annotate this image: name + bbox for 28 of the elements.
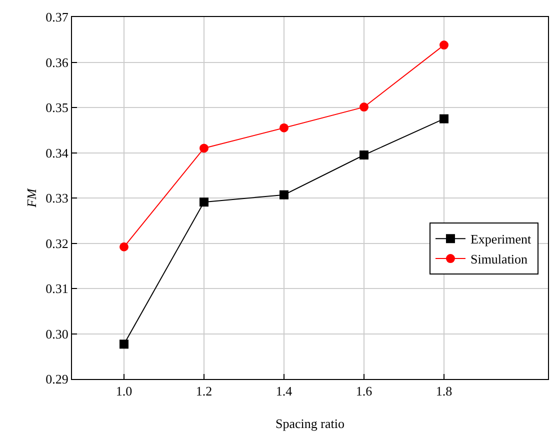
x-axis-title: Spacing ratio bbox=[276, 416, 344, 431]
y-tick-label: 0.29 bbox=[46, 372, 68, 387]
point bbox=[200, 198, 208, 207]
point bbox=[280, 123, 288, 132]
y-tick-label: 0.36 bbox=[46, 54, 69, 70]
point bbox=[280, 190, 288, 200]
x-tick-label: 1.6 bbox=[356, 384, 373, 399]
legend-label: Experiment bbox=[470, 232, 532, 247]
y-tick-label: 0.33 bbox=[46, 190, 68, 206]
y-tick-label: 0.30 bbox=[46, 326, 68, 342]
legend-label: Simulation bbox=[470, 252, 528, 267]
x-tick-label: 1.0 bbox=[116, 384, 132, 399]
y-axis-title: FM bbox=[24, 187, 39, 208]
y-tick-label: 0.32 bbox=[46, 236, 68, 251]
point bbox=[360, 150, 368, 160]
point bbox=[440, 40, 448, 50]
x-tick-label: 1.2 bbox=[196, 384, 212, 399]
y-tick-label: 0.34 bbox=[46, 145, 69, 160]
x-tick-label: 1.4 bbox=[276, 384, 293, 399]
y-tick-label: 0.37 bbox=[46, 10, 69, 25]
point bbox=[200, 144, 208, 153]
y-tick-label: 0.31 bbox=[46, 281, 68, 296]
point bbox=[120, 242, 128, 252]
point bbox=[120, 340, 128, 349]
x-tick-label: 1.8 bbox=[436, 384, 452, 399]
point bbox=[360, 102, 368, 112]
point bbox=[440, 114, 448, 124]
y-tick-label: 0.35 bbox=[46, 100, 68, 116]
